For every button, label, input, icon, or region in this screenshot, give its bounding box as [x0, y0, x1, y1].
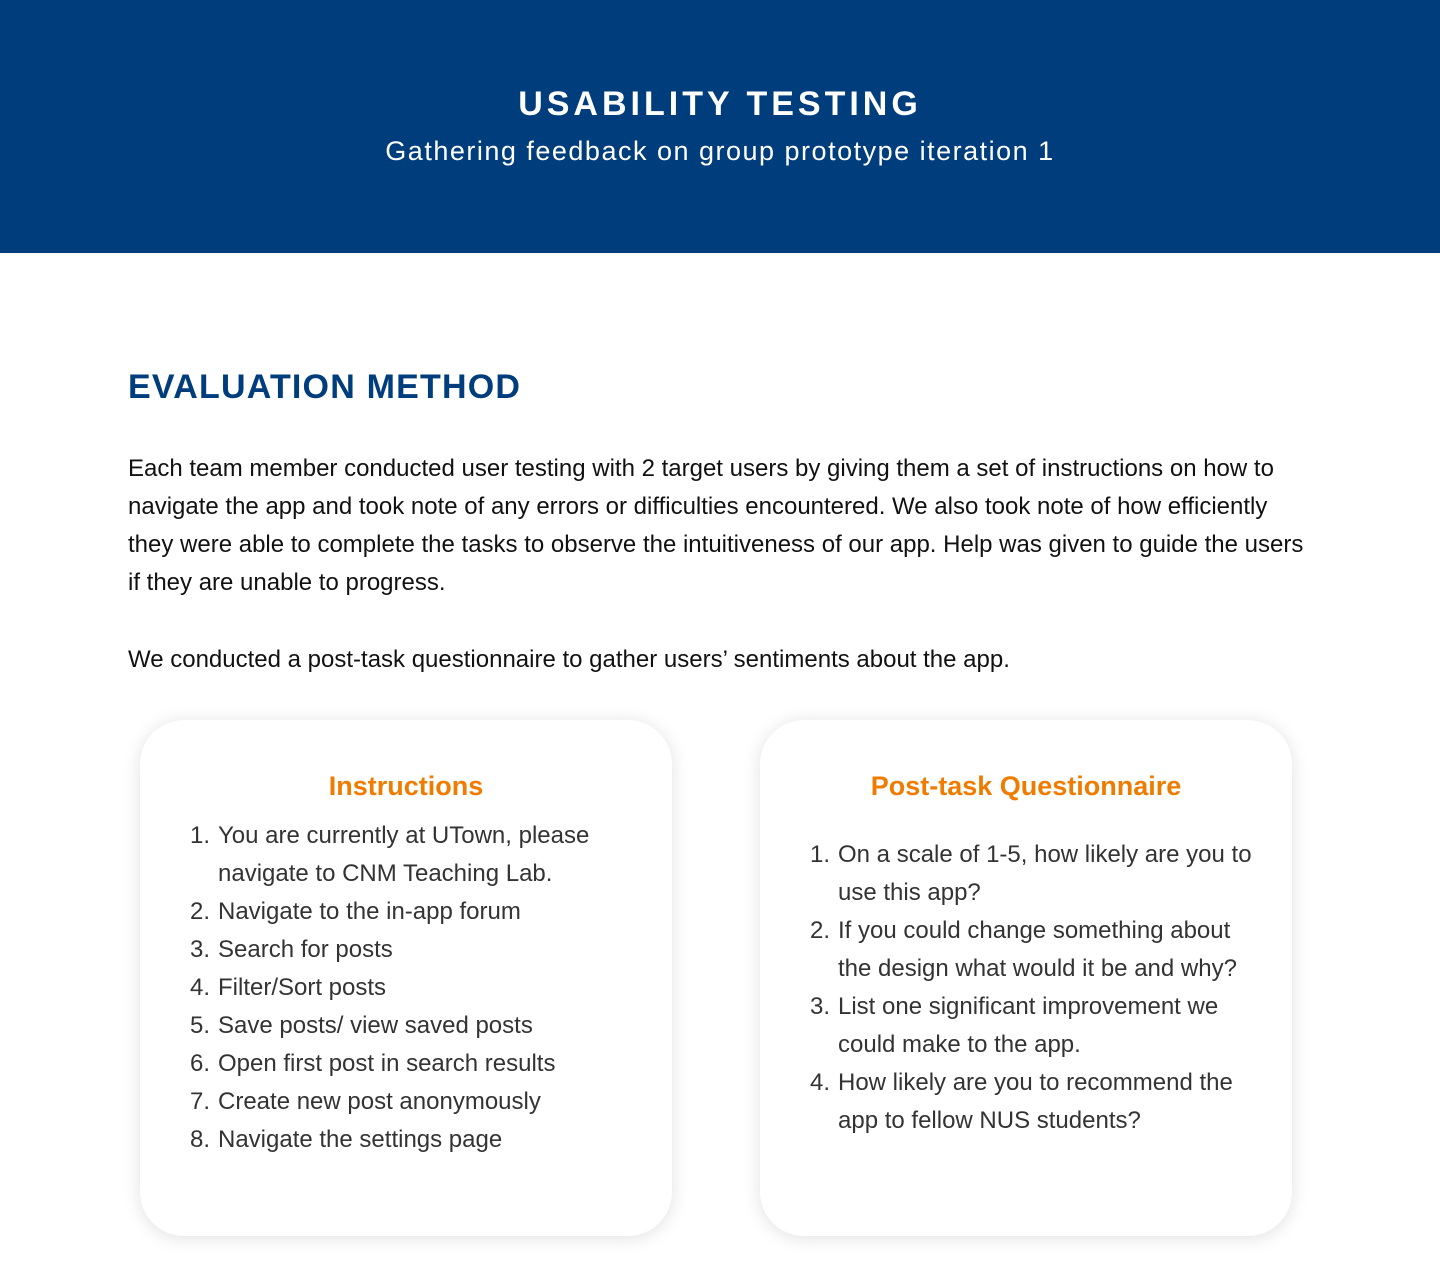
- list-item-text: How likely are you to recommend the app …: [838, 1069, 1233, 1134]
- questionnaire-card: [760, 720, 1292, 1236]
- list-item: 3. List one significant improvement we co…: [798, 988, 1268, 1064]
- list-item-number: 2.: [809, 917, 830, 944]
- evaluation-description: Each team member conducted user testing …: [128, 455, 1304, 596]
- list-item-number: 4.: [189, 974, 210, 1001]
- list-item-number: 3.: [189, 936, 210, 963]
- list-item-number: 6.: [189, 1050, 210, 1077]
- list-item: 1. You are currently at UTown, please nav…: [178, 817, 638, 893]
- questionnaire-list: 1. On a scale of 1-5, how likely are you …: [798, 836, 1268, 1140]
- list-item-text: List one significant improvement we coul…: [838, 993, 1219, 1058]
- list-item-text: Navigate to the in-app forum: [218, 898, 521, 925]
- list-item: 3. Search for posts: [178, 931, 638, 969]
- list-item-text: Navigate the settings page: [218, 1126, 503, 1153]
- list-item: 6. Open first post in search results: [178, 1045, 638, 1083]
- list-item: 2. Navigate to the in-app forum: [178, 893, 638, 931]
- list-item-number: 4.: [809, 1069, 830, 1096]
- list-item: 5. Save posts/ view saved posts: [178, 1007, 638, 1045]
- list-item-number: 1.: [189, 822, 210, 849]
- list-item-number: 3.: [809, 993, 830, 1020]
- list-item-text: Filter/Sort posts: [218, 974, 387, 1001]
- list-item: 4. Filter/Sort posts: [178, 969, 638, 1007]
- list-item: 7. Create new post anonymously: [178, 1083, 638, 1121]
- instructions-list: 1. You are currently at UTown, please nav…: [178, 817, 638, 1159]
- list-item-text: On a scale of 1-5, how likely are you to…: [838, 841, 1252, 906]
- list-item-text: Open first post in search results: [218, 1050, 556, 1077]
- evaluation-method-heading: EVALUATION METHOD: [128, 368, 522, 406]
- list-item: 2. If you could change something about th…: [798, 912, 1268, 988]
- page-title: USABILITY TESTING: [518, 85, 922, 123]
- list-item-text: Create new post anonymously: [218, 1088, 541, 1115]
- list-item-text: Search for posts: [218, 936, 393, 963]
- list-item-text: You are currently at UTown, please navig…: [218, 822, 590, 887]
- questionnaire-title: Post-task Questionnaire: [870, 771, 1182, 801]
- list-item-number: 1.: [809, 841, 830, 868]
- list-item-text: If you could change something about the …: [838, 917, 1237, 982]
- instructions-title: Instructions: [328, 771, 484, 801]
- instructions-card: [140, 720, 672, 1236]
- list-item: 4. How likely are you to recommend the ap…: [798, 1064, 1268, 1140]
- list-item-number: 5.: [189, 1012, 210, 1039]
- list-item-number: 8.: [189, 1126, 210, 1153]
- list-item-number: 7.: [189, 1088, 210, 1115]
- hero-banner: USABILITY TESTING Gathering feedback on …: [0, 0, 1440, 253]
- list-item-text: Save posts/ view saved posts: [218, 1012, 533, 1039]
- page-subtitle: Gathering feedback on group prototype it…: [385, 136, 1055, 166]
- list-item-number: 2.: [189, 898, 210, 925]
- list-item: 1. On a scale of 1-5, how likely are you …: [798, 836, 1268, 912]
- questionnaire-description: We conducted a post-task questionnaire t…: [128, 646, 1010, 673]
- list-item: 8. Navigate the settings page: [178, 1121, 638, 1159]
